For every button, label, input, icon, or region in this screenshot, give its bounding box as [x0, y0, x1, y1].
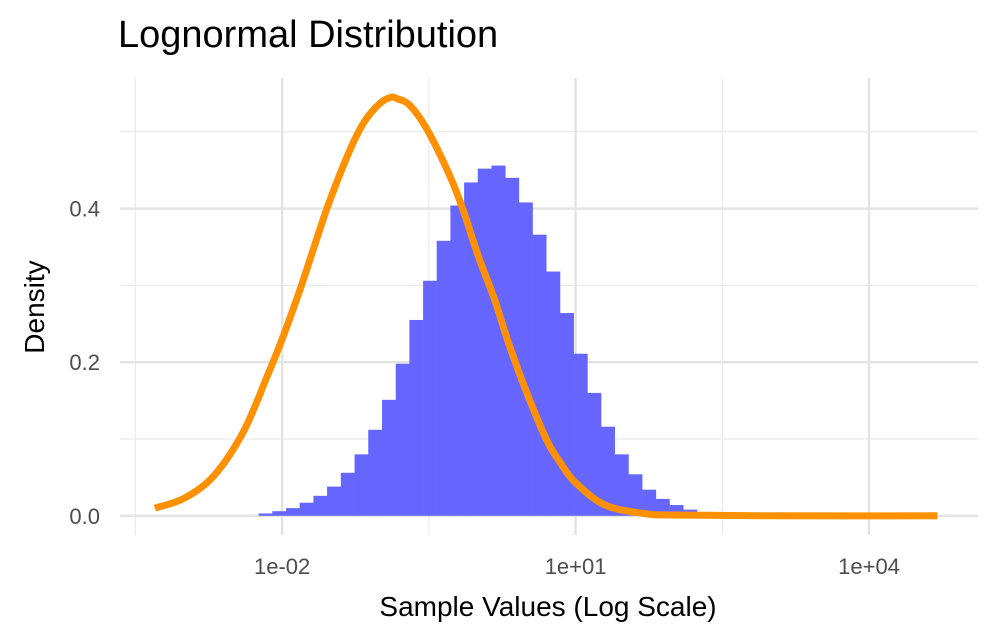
x-tick-label: 1e+04 — [838, 554, 900, 579]
histogram-bar — [286, 508, 300, 516]
histogram-bar — [642, 489, 657, 516]
y-axis-title: Density — [19, 260, 50, 353]
histogram-bar — [409, 319, 424, 516]
histogram-bar — [272, 511, 287, 516]
histogram-bar — [368, 429, 383, 516]
histogram-bar — [669, 505, 684, 516]
histogram-bar — [299, 502, 314, 516]
histogram-bar — [546, 271, 561, 516]
histogram-bar — [559, 313, 574, 516]
histogram-bar — [614, 454, 629, 516]
histogram-bar — [436, 240, 451, 516]
histogram-bar — [313, 495, 328, 516]
density-curve — [153, 93, 938, 520]
histogram-bar — [354, 454, 369, 516]
x-tick-label: 1e-02 — [254, 554, 310, 579]
histogram-bar — [450, 205, 465, 516]
histogram-bar — [477, 168, 492, 516]
y-tick-label: 0.0 — [69, 504, 100, 529]
histogram-bar — [587, 392, 602, 516]
histogram-bar — [532, 234, 547, 516]
histogram-bar — [573, 353, 588, 516]
chart-title: Lognormal Distribution — [118, 14, 499, 56]
histogram-bar — [423, 280, 437, 516]
x-axis-title: Sample Values (Log Scale) — [379, 591, 716, 622]
histogram-bar — [464, 182, 479, 516]
y-tick-label: 0.2 — [69, 350, 100, 375]
histogram-bar — [601, 426, 615, 516]
y-tick-label: 0.4 — [69, 197, 100, 222]
histogram-bar — [382, 399, 397, 516]
histogram-bar — [258, 513, 273, 516]
histogram-bar — [518, 202, 533, 516]
histogram-bar — [340, 472, 355, 516]
histogram-bar — [327, 486, 342, 516]
histogram-bar — [628, 474, 643, 516]
histogram-bar — [491, 165, 506, 516]
x-tick-label: 1e+01 — [545, 554, 607, 579]
histogram-bar — [395, 363, 410, 516]
